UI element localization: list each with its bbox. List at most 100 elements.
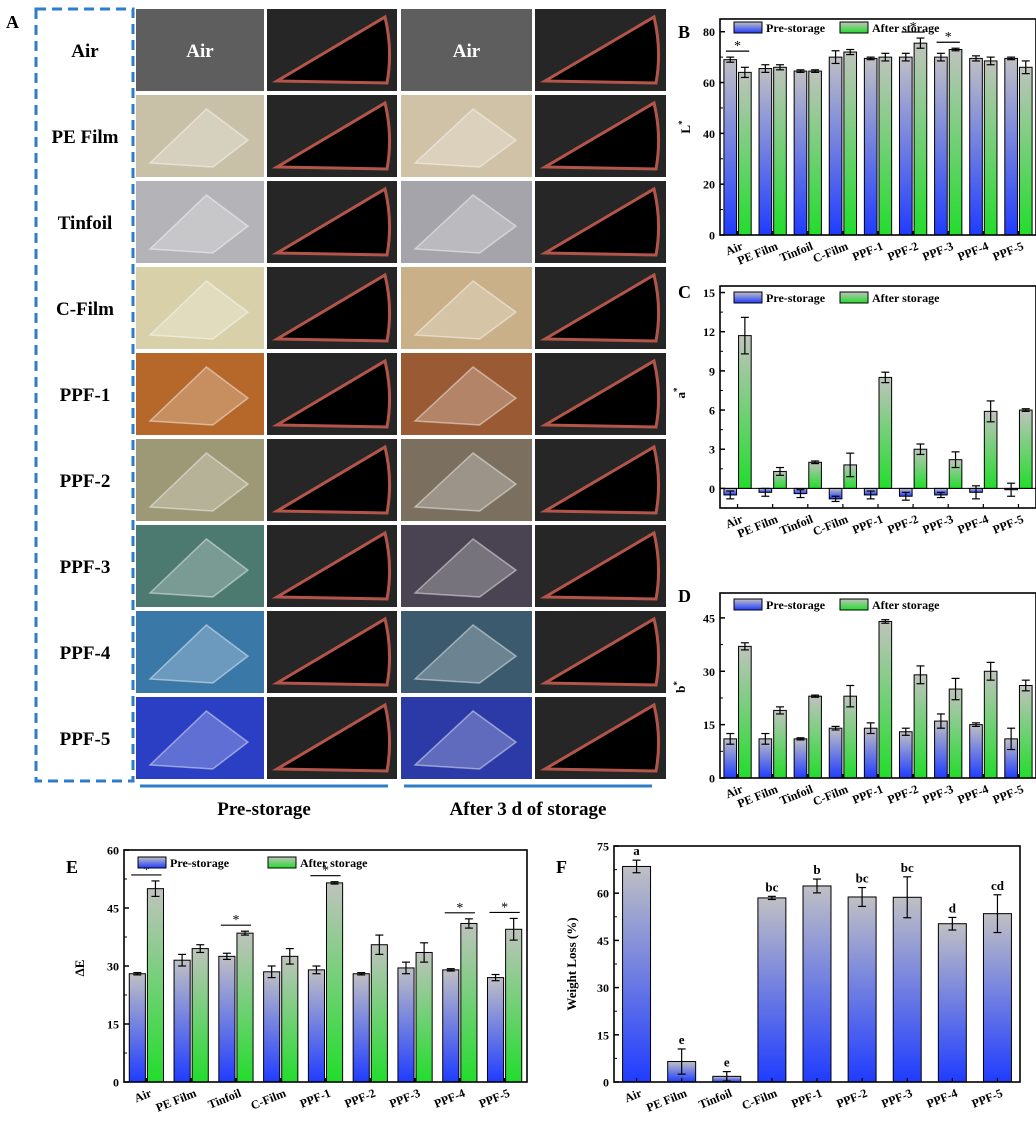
x-tick-label: PPF-3	[920, 239, 955, 264]
panel-letter: F	[556, 857, 567, 877]
bar-pre-storage	[793, 70, 808, 236]
bar-after-storage	[281, 955, 299, 1083]
y-tick-label: 40	[703, 127, 715, 141]
bar-pre-storage	[934, 56, 948, 236]
photo-cell	[267, 525, 397, 607]
significance-star: *	[456, 901, 463, 916]
apple-slice	[539, 358, 661, 429]
x-tick-label: PE Film	[735, 239, 779, 268]
x-tick-label: Air	[723, 239, 745, 259]
photo-cell	[136, 525, 264, 607]
photo-cell	[401, 611, 532, 693]
photo-background	[401, 353, 532, 435]
row-label: Tinfoil	[58, 213, 113, 234]
x-tick-label: PPF-5	[970, 1086, 1005, 1111]
y-tick-label: 15	[703, 286, 715, 300]
y-tick-label: 80	[703, 25, 715, 39]
bar-pre-storage	[793, 738, 808, 779]
plot-frame	[613, 845, 1021, 1083]
y-tick-label: 0	[603, 1076, 609, 1090]
bar-after-storage	[773, 66, 787, 236]
photo-cell	[267, 267, 397, 349]
significance-letter: a	[633, 843, 640, 858]
bars	[723, 316, 1033, 503]
packaged-sample	[413, 280, 518, 340]
photo-background	[401, 611, 532, 693]
significance-letter: bc	[765, 879, 778, 894]
y-tick-label: 0	[709, 772, 715, 786]
x-tick-label: Air	[132, 1086, 154, 1106]
photo-cell	[267, 439, 397, 521]
bar-after-storage	[738, 335, 752, 489]
bar-weight-loss	[937, 923, 967, 1083]
photo-cell: Air	[136, 9, 264, 91]
y-tick-label: 15	[597, 1028, 609, 1042]
photo-cell	[267, 353, 397, 435]
apple-slice	[271, 702, 392, 773]
bar-after-storage	[738, 645, 752, 779]
packaged-sample	[413, 452, 518, 512]
x-tick-label: Air	[723, 782, 745, 802]
row-label: PE Film	[51, 127, 118, 148]
photo-cell-label: Air	[453, 41, 481, 62]
legend-label-after: After storage	[300, 856, 368, 870]
bar-pre-storage	[898, 56, 913, 236]
y-tick-label: 60	[597, 887, 609, 901]
photo-cell	[401, 525, 532, 607]
packaged-sample	[413, 108, 518, 168]
panel-letter: C	[678, 282, 691, 302]
legend: Pre-storage After storage	[733, 21, 940, 35]
photo-background	[136, 95, 264, 177]
y-axis-label: L*	[677, 120, 693, 134]
bar-after-storage	[808, 461, 822, 489]
x-tick-label: Tinfoil	[697, 1086, 735, 1112]
legend-swatch-pre	[733, 598, 763, 611]
packaged-sample	[413, 624, 518, 684]
significance-letter: e	[724, 1055, 730, 1070]
photo-cell	[401, 267, 532, 349]
photo-cell: Air	[401, 9, 532, 91]
apple-slice	[539, 186, 661, 257]
bar-after-storage	[878, 56, 893, 236]
bar-after-storage	[843, 695, 858, 779]
row-label: PPF-3	[60, 557, 111, 578]
y-axis-label: ΔE	[72, 960, 87, 977]
legend-swatch-after	[267, 856, 297, 869]
y-tick-label: 15	[703, 718, 715, 732]
apple-slice	[271, 272, 392, 343]
legend-label-pre: Pre-storage	[170, 856, 230, 870]
chart-panel-f: F Weight Loss (%) 0 15 30 45 60 75 a Air e PE Film e…	[556, 840, 1021, 1115]
legend-label-pre: Pre-storage	[766, 291, 826, 305]
bar-pre-storage	[863, 727, 878, 779]
row-label: Air	[71, 41, 99, 62]
bar-after-storage	[1018, 685, 1033, 779]
photo-background	[401, 9, 532, 91]
x-tick-label: PPF-1	[789, 1086, 824, 1111]
x-tick-label: PPF-2	[834, 1086, 869, 1111]
bar-weight-loss	[802, 885, 832, 1083]
bar-after-storage	[738, 71, 752, 236]
bar-weight-loss	[982, 913, 1012, 1083]
row-label: C-Film	[56, 299, 114, 320]
bars	[723, 619, 1033, 779]
packaged-sample	[148, 108, 250, 168]
bar-after-storage	[948, 688, 963, 779]
y-tick-label: 75	[597, 840, 609, 854]
bar-pre-storage	[898, 731, 913, 779]
legend: Pre-storage After storage	[733, 598, 940, 612]
y-tick-label: 60	[107, 844, 119, 858]
x-tick-label: Tinfoil	[206, 1086, 244, 1112]
x-tick-label: PPF-1	[850, 512, 885, 537]
x-tick-label: PPF-5	[991, 239, 1026, 264]
plot-frame	[123, 849, 528, 1083]
legend-swatch-pre	[137, 856, 167, 869]
photo-cell	[535, 611, 666, 693]
packaged-sample	[148, 366, 250, 426]
x-tick-label: PE Film	[735, 782, 779, 811]
packaged-sample	[148, 538, 250, 598]
photo-cell	[267, 611, 397, 693]
y-tick-label: 9	[709, 364, 715, 378]
